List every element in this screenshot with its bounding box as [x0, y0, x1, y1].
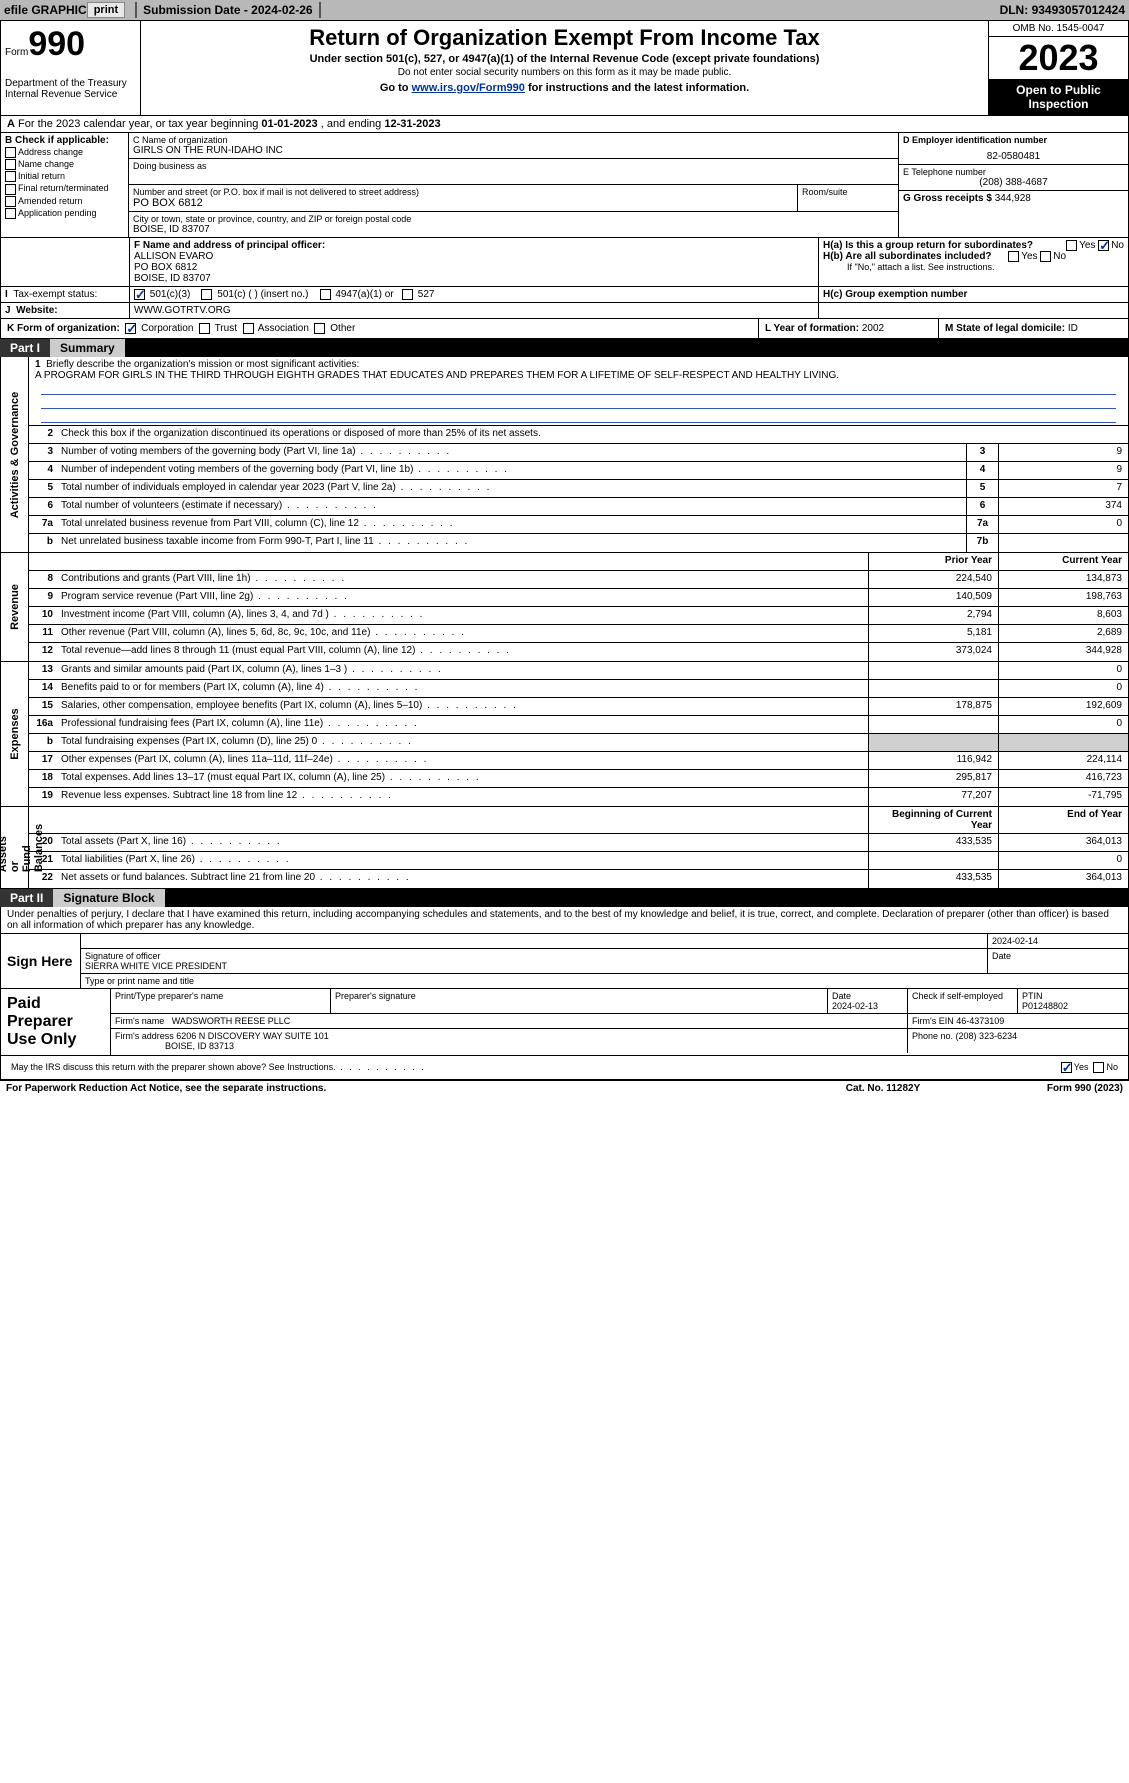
rev-header: Prior Year Current Year	[29, 553, 1128, 571]
box-h: H(a) Is this a group return for subordin…	[818, 238, 1128, 286]
part1-header: Part I Summary	[0, 339, 1129, 357]
table-row: 17Other expenses (Part IX, column (A), l…	[29, 752, 1128, 770]
irs-link[interactable]: www.irs.gov/Form990	[412, 82, 525, 94]
table-row: 4Number of independent voting members of…	[29, 462, 1128, 480]
inspection-notice: Open to Public Inspection	[989, 79, 1128, 115]
table-row: 10Investment income (Part VIII, column (…	[29, 607, 1128, 625]
form-header: Form990 Department of the Treasury Inter…	[0, 20, 1129, 116]
box-b: B Check if applicable: Address change Na…	[1, 133, 129, 237]
row-i: I Tax-exempt status: 501(c)(3) 501(c) ( …	[0, 287, 1129, 303]
print-button[interactable]: print	[87, 2, 125, 18]
chk-trust[interactable]	[199, 323, 210, 334]
part2-header: Part II Signature Block	[0, 889, 1129, 907]
chk-4947[interactable]	[320, 289, 331, 300]
chk-assoc[interactable]	[243, 323, 254, 334]
footer: For Paperwork Reduction Act Notice, see …	[0, 1080, 1129, 1096]
separator	[319, 2, 321, 18]
table-row: 20Total assets (Part X, line 16)433,5353…	[29, 834, 1128, 852]
part1-na: Net Assets or Fund Balances Beginning of…	[0, 807, 1129, 889]
fh-row: F Name and address of principal officer:…	[0, 238, 1129, 287]
dln: DLN: 93493057012424	[1000, 3, 1125, 17]
bcd-grid: B Check if applicable: Address change Na…	[0, 133, 1129, 238]
chk-ha-yes[interactable]	[1066, 240, 1077, 251]
website: WWW.GOTRTV.ORG	[129, 303, 818, 318]
header-left: Form990 Department of the Treasury Inter…	[1, 21, 141, 115]
signature-block: Under penalties of perjury, I declare th…	[0, 907, 1129, 1080]
form-title: Return of Organization Exempt From Incom…	[145, 25, 984, 51]
form-subtitle: Under section 501(c), 527, or 4947(a)(1)…	[145, 53, 984, 65]
chk-address-change[interactable]	[5, 147, 16, 158]
table-row: 16aProfessional fundraising fees (Part I…	[29, 716, 1128, 734]
row-klm: K Form of organization: Corporation Trus…	[0, 319, 1129, 339]
chk-discuss-no[interactable]	[1093, 1062, 1104, 1073]
table-row: 11Other revenue (Part VIII, column (A), …	[29, 625, 1128, 643]
org-street: PO BOX 6812	[133, 197, 793, 209]
table-row: bNet unrelated business taxable income f…	[29, 534, 1128, 552]
box-c: C Name of organization GIRLS ON THE RUN-…	[129, 133, 898, 237]
telephone: (208) 388-4687	[903, 177, 1124, 188]
part1-exp: Expenses 13Grants and similar amounts pa…	[0, 662, 1129, 807]
form-ref: Form 990 (2023)	[963, 1083, 1123, 1094]
separator	[135, 2, 137, 18]
table-row: 15Salaries, other compensation, employee…	[29, 698, 1128, 716]
table-row: 19Revenue less expenses. Subtract line 1…	[29, 788, 1128, 806]
table-row: 7aTotal unrelated business revenue from …	[29, 516, 1128, 534]
box-f: F Name and address of principal officer:…	[129, 238, 818, 286]
chk-corp[interactable]	[125, 323, 136, 334]
na-header: Beginning of Current Year End of Year	[29, 807, 1128, 834]
sign-here: Sign Here 2024-02-14 Signature of office…	[1, 933, 1128, 988]
department: Department of the Treasury Internal Reve…	[5, 78, 136, 100]
table-row: 14Benefits paid to or for members (Part …	[29, 680, 1128, 698]
chk-ha-no[interactable]	[1098, 240, 1109, 251]
org-city: BOISE, ID 83707	[133, 224, 894, 235]
header-mid: Return of Organization Exempt From Incom…	[141, 21, 988, 115]
line-1: 1 Briefly describe the organization's mi…	[29, 357, 1128, 426]
chk-hb-yes[interactable]	[1008, 251, 1019, 262]
chk-amended[interactable]	[5, 196, 16, 207]
chk-initial-return[interactable]	[5, 171, 16, 182]
submission-date-label: Submission Date - 2024-02-26	[143, 3, 312, 17]
topbar: efile GRAPHIC print Submission Date - 20…	[0, 0, 1129, 20]
chk-name-change[interactable]	[5, 159, 16, 170]
table-row: bTotal fundraising expenses (Part IX, co…	[29, 734, 1128, 752]
table-row: 18Total expenses. Add lines 13–17 (must …	[29, 770, 1128, 788]
line-2: 2Check this box if the organization disc…	[29, 426, 1128, 444]
ein: 82-0580481	[903, 145, 1124, 162]
omb-number: OMB No. 1545-0047	[989, 21, 1128, 37]
chk-527[interactable]	[402, 289, 413, 300]
table-row: 22Net assets or fund balances. Subtract …	[29, 870, 1128, 888]
table-row: 21Total liabilities (Part X, line 26)0	[29, 852, 1128, 870]
chk-other[interactable]	[314, 323, 325, 334]
chk-hb-no[interactable]	[1040, 251, 1051, 262]
line-a: A For the 2023 calendar year, or tax yea…	[0, 116, 1129, 133]
chk-501c[interactable]	[201, 289, 212, 300]
tax-year: 2023	[989, 37, 1128, 79]
row-j: J Website: WWW.GOTRTV.ORG	[0, 303, 1129, 319]
form-goto: Go to www.irs.gov/Form990 for instructio…	[145, 82, 984, 94]
org-name: GIRLS ON THE RUN-IDAHO INC	[133, 145, 894, 156]
table-row: 8Contributions and grants (Part VIII, li…	[29, 571, 1128, 589]
chk-app-pending[interactable]	[5, 208, 16, 219]
table-row: 12Total revenue—add lines 8 through 11 (…	[29, 643, 1128, 661]
part1-rev: Revenue Prior Year Current Year 8Contrib…	[0, 553, 1129, 662]
paid-preparer: Paid Preparer Use Only Print/Type prepar…	[1, 988, 1128, 1055]
efile-label: efile GRAPHIC	[4, 3, 87, 17]
table-row: 3Number of voting members of the governi…	[29, 444, 1128, 462]
table-row: 13Grants and similar amounts paid (Part …	[29, 662, 1128, 680]
table-row: 6Total number of volunteers (estimate if…	[29, 498, 1128, 516]
chk-discuss-yes[interactable]	[1061, 1062, 1072, 1073]
gross-receipts: 344,928	[995, 193, 1031, 204]
box-d: D Employer identification number 82-0580…	[898, 133, 1128, 237]
chk-final-return[interactable]	[5, 184, 16, 195]
header-right: OMB No. 1545-0047 2023 Open to Public In…	[988, 21, 1128, 115]
part1-ag: Activities & Governance 1 Briefly descri…	[0, 357, 1129, 553]
chk-501c3[interactable]	[134, 289, 145, 300]
table-row: 9Program service revenue (Part VIII, lin…	[29, 589, 1128, 607]
discuss-question: May the IRS discuss this return with the…	[7, 1060, 982, 1075]
table-row: 5Total number of individuals employed in…	[29, 480, 1128, 498]
form-note: Do not enter social security numbers on …	[145, 67, 984, 78]
